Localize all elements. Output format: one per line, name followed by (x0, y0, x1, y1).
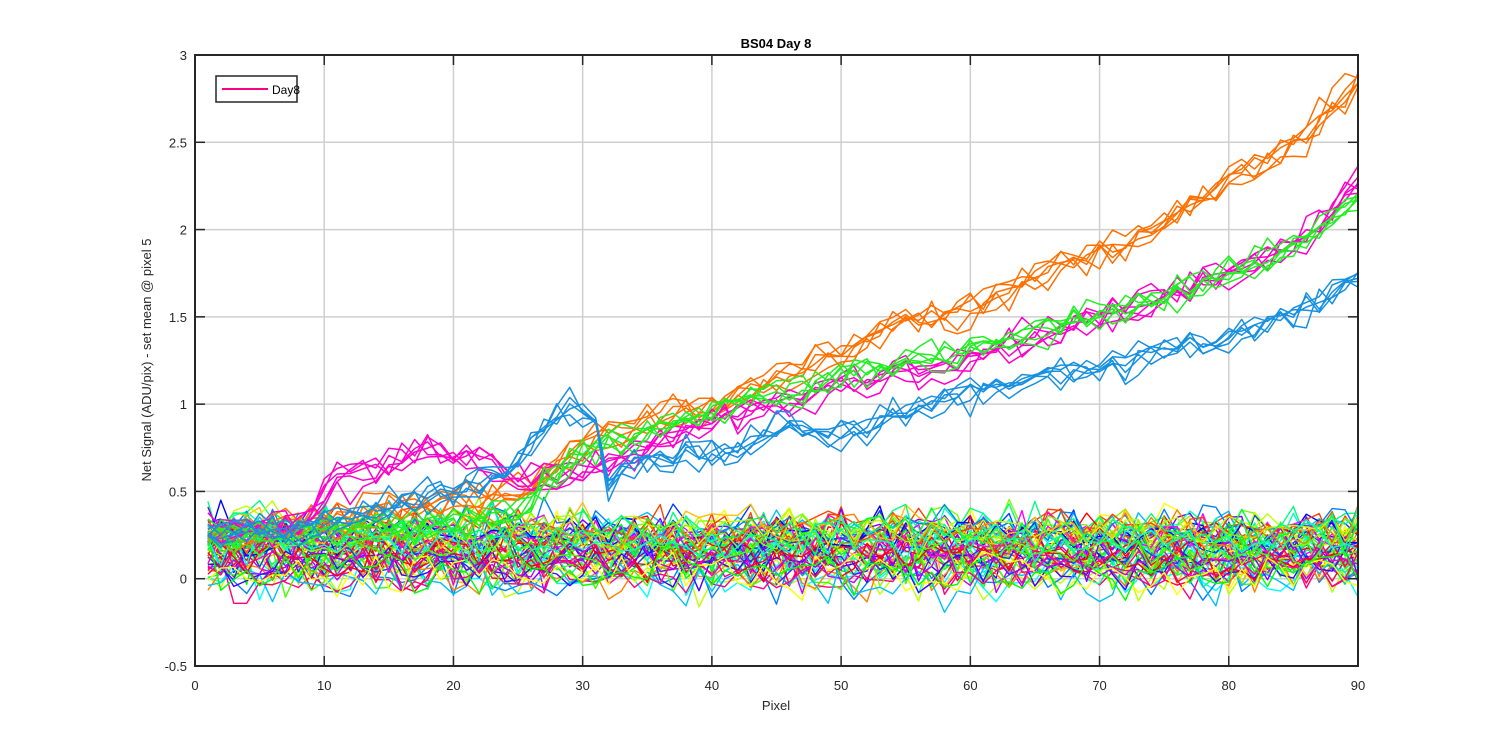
baseline-trace (207, 534, 1359, 601)
y-tick-label: 0.5 (169, 484, 187, 499)
rising-trace (207, 72, 1359, 545)
rising-trace (207, 273, 1359, 540)
x-tick-label: 0 (191, 678, 198, 693)
x-tick-label: 60 (963, 678, 977, 693)
y-tick-label: 2.5 (169, 135, 187, 150)
x-tick-label: 70 (1092, 678, 1106, 693)
x-tick-label: 90 (1351, 678, 1365, 693)
y-tick-label: 1 (180, 397, 187, 412)
plot-frame (194, 54, 1359, 667)
rising-trace (207, 195, 1359, 555)
baseline-trace (207, 506, 1359, 564)
legend: Day8 (215, 75, 300, 103)
x-tick-label: 30 (575, 678, 589, 693)
y-tick-label: 0 (180, 572, 187, 587)
y-tick-label: 2 (180, 223, 187, 238)
chart-title: BS04 Day 8 (741, 36, 812, 51)
axis-ticks: 0 10 20 30 40 50 60 70 80 90 -0.5 0 0.5 1 1.5 2 2.5 3 (165, 48, 1366, 693)
baseline-trace (207, 496, 1359, 550)
y-tick-label: 3 (180, 48, 187, 63)
x-tick-label: 20 (446, 678, 460, 693)
baseline-trace (207, 532, 1359, 593)
rising-trace (207, 199, 1359, 546)
baseline-trace (207, 551, 1359, 601)
rising-trace (207, 86, 1359, 555)
y-axis-label: Net Signal (ADU/pix) - set mean @ pixel … (139, 239, 154, 482)
baseline-trace (207, 514, 1359, 573)
x-axis-label: Pixel (762, 698, 790, 713)
legend-label: Day8 (272, 83, 300, 97)
x-tick-label: 80 (1222, 678, 1236, 693)
rising-trace (207, 198, 1359, 544)
series-lines (207, 72, 1359, 613)
x-tick-label: 10 (317, 678, 331, 693)
rising-trace (207, 192, 1359, 547)
y-tick-label: -0.5 (165, 659, 187, 674)
rising-trace (207, 279, 1359, 549)
x-tick-label: 40 (705, 678, 719, 693)
x-tick-label: 50 (834, 678, 848, 693)
rising-trace (207, 82, 1359, 553)
baseline-trace (207, 525, 1359, 584)
y-tick-label: 1.5 (169, 310, 187, 325)
